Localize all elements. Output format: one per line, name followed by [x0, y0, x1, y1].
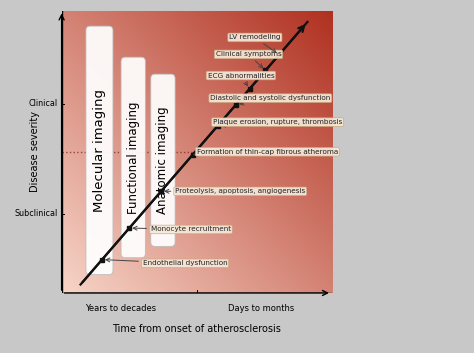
Text: Years to decades: Years to decades: [85, 304, 156, 313]
Text: Molecular imaging: Molecular imaging: [93, 89, 106, 212]
Text: Endothelial dysfunction: Endothelial dysfunction: [106, 258, 228, 266]
Text: Disease severity: Disease severity: [29, 111, 40, 192]
Text: Monocyte recruitment: Monocyte recruitment: [133, 226, 231, 232]
FancyBboxPatch shape: [86, 26, 113, 275]
Text: LV remodeling: LV remodeling: [229, 35, 281, 53]
FancyBboxPatch shape: [151, 74, 175, 246]
Text: Proteolysis, apoptosis, angiogenesis: Proteolysis, apoptosis, angiogenesis: [165, 189, 305, 194]
Text: Clinical symptoms: Clinical symptoms: [216, 52, 282, 68]
Text: Clinical: Clinical: [28, 99, 57, 108]
Text: Days to months: Days to months: [228, 304, 295, 313]
FancyBboxPatch shape: [121, 57, 146, 258]
Text: Functional imaging: Functional imaging: [127, 101, 140, 214]
Text: Subclinical: Subclinical: [14, 209, 57, 219]
Text: Time from onset of atherosclerosis: Time from onset of atherosclerosis: [112, 324, 281, 334]
Text: Anatomic imaging: Anatomic imaging: [156, 107, 169, 214]
Text: Formation of thin-cap fibrous atheroma: Formation of thin-cap fibrous atheroma: [194, 149, 338, 156]
Text: ECG abnormalities: ECG abnormalities: [208, 73, 274, 86]
Text: Diastolic and systolic dysfunction: Diastolic and systolic dysfunction: [210, 95, 330, 105]
Text: Plaque erosion, rupture, thrombosis: Plaque erosion, rupture, thrombosis: [213, 119, 342, 127]
